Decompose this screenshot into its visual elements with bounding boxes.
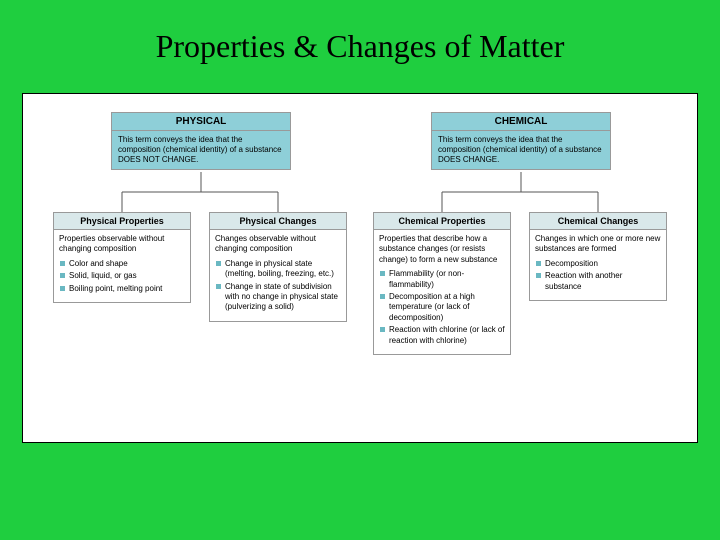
chemical-properties-box: Chemical Properties Properties that desc… bbox=[373, 212, 511, 355]
diagram-panel: PHYSICAL This term conveys the idea that… bbox=[22, 93, 698, 443]
physical-changes-desc: Changes observable without changing comp… bbox=[215, 234, 341, 255]
chemical-properties-desc: Properties that describe how a substance… bbox=[379, 234, 505, 265]
list-item: Decomposition at a high temperature (or … bbox=[379, 292, 505, 323]
physical-changes-header: Physical Changes bbox=[210, 213, 346, 230]
chemical-changes-header: Chemical Changes bbox=[530, 213, 666, 230]
physical-changes-box: Physical Changes Changes observable with… bbox=[209, 212, 347, 322]
list-item: Reaction with chlorine (or lack of react… bbox=[379, 325, 505, 346]
physical-properties-header: Physical Properties bbox=[54, 213, 190, 230]
list-item: Color and shape bbox=[59, 259, 185, 269]
list-item: Decomposition bbox=[535, 259, 661, 269]
list-item: Flammability (or non-flammability) bbox=[379, 269, 505, 290]
physical-body: This term conveys the idea that the comp… bbox=[112, 131, 290, 169]
chemical-properties-header: Chemical Properties bbox=[374, 213, 510, 230]
physical-properties-desc: Properties observable without changing c… bbox=[59, 234, 185, 255]
list-item: Boiling point, melting point bbox=[59, 284, 185, 294]
list-item: Solid, liquid, or gas bbox=[59, 271, 185, 281]
slide-title: Properties & Changes of Matter bbox=[0, 0, 720, 83]
physical-parent-box: PHYSICAL This term conveys the idea that… bbox=[111, 112, 291, 170]
list-item: Change in state of subdivision with no c… bbox=[215, 282, 341, 313]
list-item: Reaction with another substance bbox=[535, 271, 661, 292]
chemical-parent-box: CHEMICAL This term conveys the idea that… bbox=[431, 112, 611, 170]
chemical-changes-desc: Changes in which one or more new substan… bbox=[535, 234, 661, 255]
chemical-header: CHEMICAL bbox=[432, 113, 610, 131]
chemical-changes-box: Chemical Changes Changes in which one or… bbox=[529, 212, 667, 301]
physical-properties-box: Physical Properties Properties observabl… bbox=[53, 212, 191, 303]
list-item: Change in physical state (melting, boili… bbox=[215, 259, 341, 280]
chemical-body: This term conveys the idea that the comp… bbox=[432, 131, 610, 169]
physical-header: PHYSICAL bbox=[112, 113, 290, 131]
